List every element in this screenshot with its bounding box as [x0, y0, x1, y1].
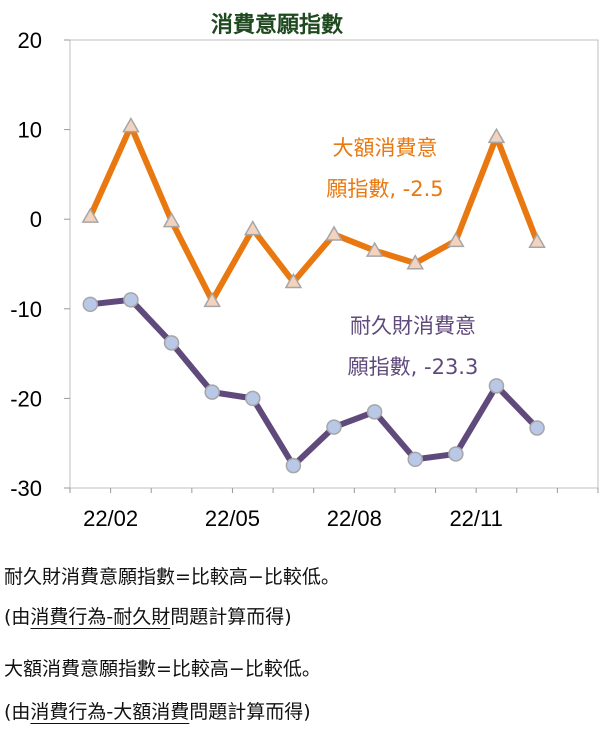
chart-title: 消費意願指數: [211, 12, 343, 38]
note-durable-source-pre: (由: [4, 606, 31, 628]
series-label-1-line-0: 耐久財消費意: [350, 314, 476, 338]
x-tick-label: 22/05: [205, 506, 260, 531]
data-point-large-5: [284, 272, 303, 289]
x-tick-label: 22/08: [327, 506, 382, 531]
data-point-durable-10: [488, 378, 505, 394]
data-point-large-6: [325, 225, 343, 241]
y-tick-label: 10: [18, 118, 42, 143]
series-label-0-line-0: 大額消費意: [333, 136, 438, 160]
data-point-durable-3: [204, 384, 220, 400]
data-point-large-2: [162, 211, 181, 228]
data-point-large-7: [365, 241, 384, 257]
data-point-large-8: [406, 254, 425, 270]
data-point-large-1: [122, 117, 140, 133]
y-tick-label: -30: [10, 476, 42, 501]
series-line-0: [87, 123, 540, 304]
note-large-source-pre: (由: [4, 701, 31, 723]
data-point-durable-4: [245, 390, 261, 407]
data-point-large-3: [203, 291, 221, 308]
series-label-1-line-1: 願指數, -23.3: [348, 355, 479, 379]
x-tick-label: 22/02: [83, 506, 138, 531]
note-durable-source-post: 問題計算而得): [170, 606, 292, 628]
data-point-durable-7: [366, 404, 383, 420]
y-tick-label: -10: [10, 297, 42, 322]
y-tick-label: -20: [10, 386, 42, 411]
y-tick-label: 0: [30, 207, 42, 232]
data-point-durable-8: [407, 451, 423, 468]
series-labels: 大額消費意願指數, -2.5 耐久財消費意願指數, -23.3: [326, 136, 478, 379]
note-large-text: 大額消費意願指數=比較高−比較低。: [4, 658, 321, 680]
data-point-durable-0: [82, 296, 99, 313]
series-line-1: [89, 296, 540, 469]
note-durable-text: 耐久財消費意願指數=比較高−比較低。: [4, 566, 340, 588]
data-point-durable-9: [448, 446, 464, 462]
note-large-definition: 大額消費意願指數=比較高−比較低。: [4, 654, 321, 681]
y-tick-label: 20: [18, 28, 42, 53]
data-point-durable-5: [285, 457, 302, 474]
note-durable-source-link: 消費行為-耐久財: [30, 606, 171, 628]
data-point-large-11: [528, 232, 546, 248]
plot-area-border: [69, 39, 599, 489]
data-point-large-9: [447, 231, 465, 248]
x-tick-label: 22/11: [449, 506, 502, 531]
data-point-large-4: [243, 220, 262, 236]
axes: 20 10 0 -10 -20 -30 22/02 22/05 22/08 22/11: [10, 28, 599, 531]
series-layer: [81, 117, 546, 474]
note-large-source-link: 消費行為-大額消費: [30, 701, 190, 723]
consumption-index-chart: 消費意願指數 20 10 0 -10 -20 -30 22/02 22/05 22/08 22/1…: [10, 12, 599, 531]
note-large-source-post: 問題計算而得): [189, 701, 311, 723]
data-point-durable-11: [529, 420, 545, 436]
note-durable-source: (由消費行為-耐久財問題計算而得): [4, 602, 292, 629]
data-point-durable-2: [163, 335, 180, 351]
note-durable-definition: 耐久財消費意願指數=比較高−比較低。: [4, 562, 340, 589]
note-large-source: (由消費行為-大額消費問題計算而得): [4, 697, 311, 724]
data-point-durable-6: [326, 419, 342, 435]
data-point-durable-1: [123, 292, 139, 308]
series-label-0-line-1: 願指數, -2.5: [326, 177, 443, 201]
data-point-large-0: [81, 207, 100, 223]
data-point-large-10: [487, 127, 506, 144]
